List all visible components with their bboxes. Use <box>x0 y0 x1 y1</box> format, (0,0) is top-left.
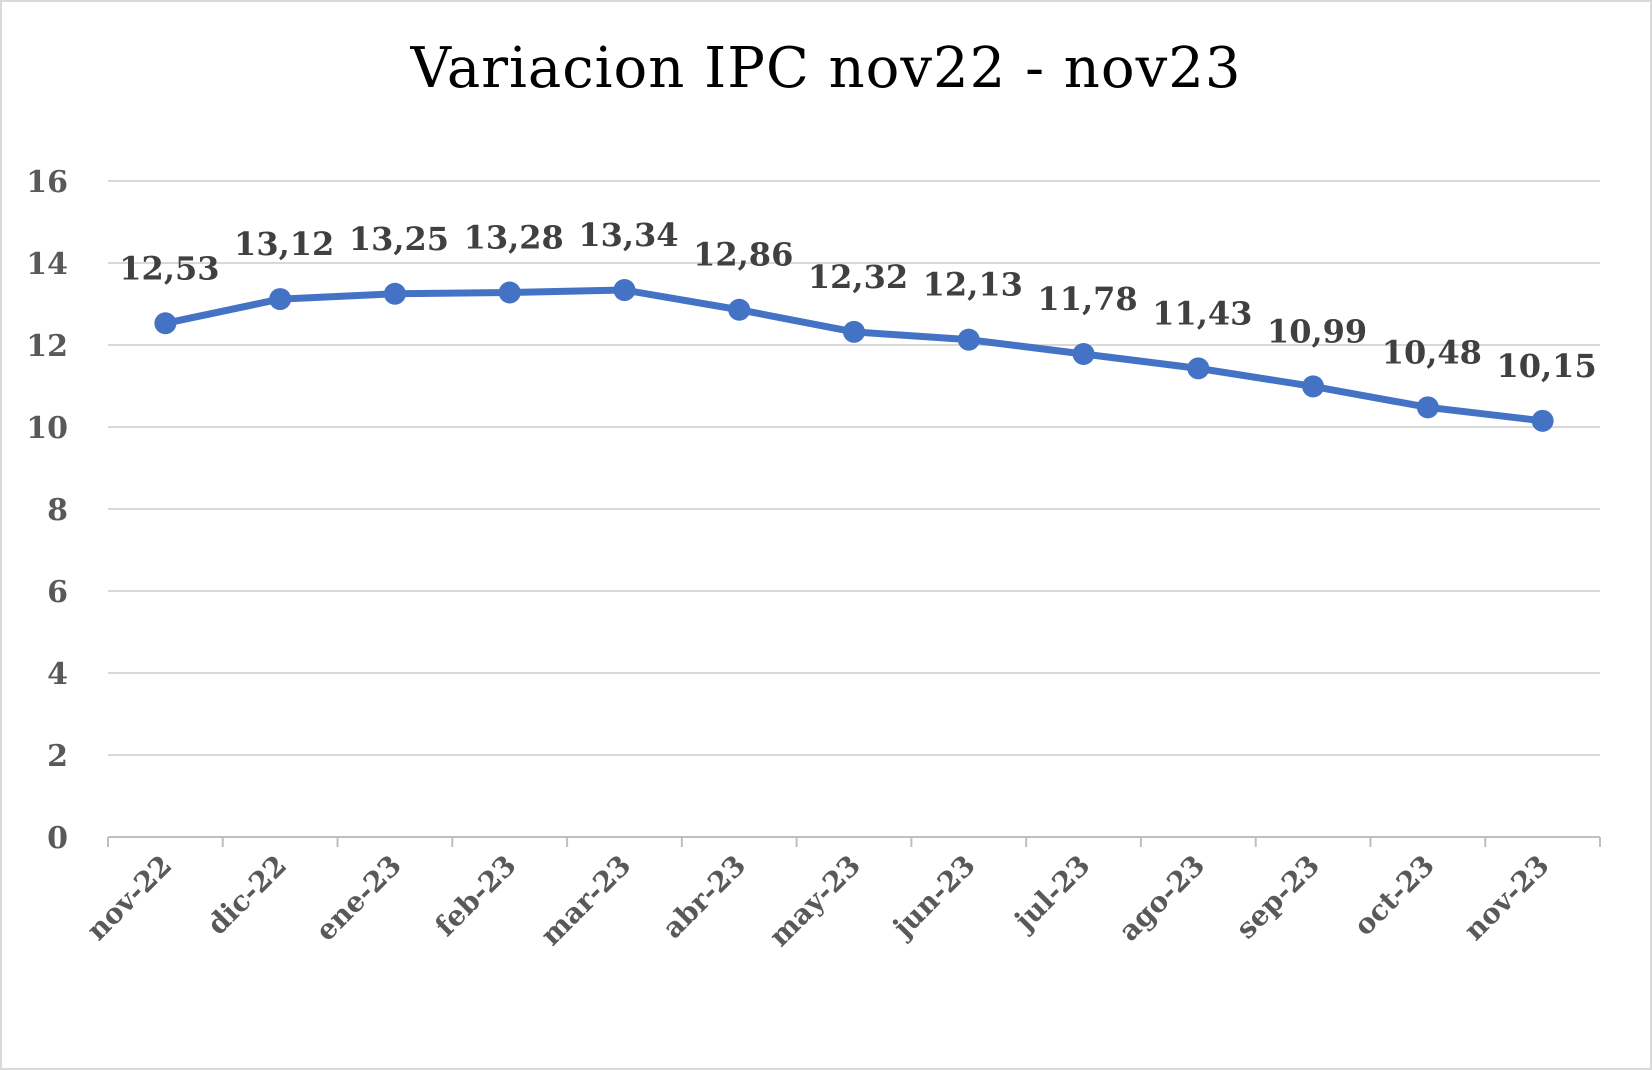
y-tick-label: 6 <box>47 575 68 610</box>
data-point <box>1531 409 1554 432</box>
data-label: 12,53 <box>119 249 219 287</box>
data-point <box>728 298 751 321</box>
x-tick-label: may-23 <box>763 849 867 953</box>
data-label: 12,86 <box>693 236 793 274</box>
data-point <box>154 312 177 335</box>
x-tick-label: ene-23 <box>309 849 408 948</box>
x-tick-label: dic-22 <box>201 849 294 942</box>
x-tick-label: jul-23 <box>1006 849 1096 939</box>
data-point <box>498 281 521 304</box>
x-tick-label: abr-23 <box>656 849 752 945</box>
y-tick-label: 8 <box>47 493 68 528</box>
x-tick-label: nov-22 <box>80 849 178 947</box>
y-tick-label: 16 <box>26 165 68 200</box>
series-line <box>161 286 1547 425</box>
data-label: 11,43 <box>1152 294 1252 332</box>
data-label: 10,15 <box>1497 347 1597 385</box>
data-point <box>1187 357 1210 380</box>
data-point <box>383 282 406 305</box>
x-tick-label: mar-23 <box>534 849 637 952</box>
data-point <box>1416 396 1439 419</box>
data-label: 13,28 <box>464 219 564 257</box>
data-point <box>957 328 980 351</box>
data-label: 11,78 <box>1037 280 1137 318</box>
data-label: 10,99 <box>1267 312 1367 350</box>
x-tick-label: nov-23 <box>1457 849 1555 947</box>
x-tick-label: ago-23 <box>1112 849 1211 948</box>
data-point <box>1072 343 1095 366</box>
data-label: 12,13 <box>923 266 1023 304</box>
x-tick-label: oct-23 <box>1347 849 1441 943</box>
x-tick-label: jun-23 <box>885 849 982 946</box>
data-label: 13,34 <box>578 216 678 254</box>
y-tick-label: 2 <box>47 739 68 774</box>
data-point <box>843 320 865 343</box>
data-point <box>269 288 292 311</box>
x-tick-label: sep-23 <box>1229 849 1326 946</box>
y-tick-label: 0 <box>47 821 68 856</box>
chart-title: Variacion IPC nov22 - nov23 <box>410 36 1242 101</box>
data-label: 13,12 <box>234 225 334 263</box>
data-label: 12,32 <box>808 258 908 296</box>
data-point <box>1302 375 1325 398</box>
y-tick-label: 14 <box>26 247 68 282</box>
data-label: 13,25 <box>349 220 449 258</box>
data-label: 10,48 <box>1382 333 1482 371</box>
x-tick-label: feb-23 <box>429 849 523 943</box>
y-tick-label: 10 <box>26 411 68 446</box>
y-tick-label: 12 <box>26 329 68 364</box>
data-point <box>613 279 636 302</box>
y-tick-label: 4 <box>47 657 68 692</box>
